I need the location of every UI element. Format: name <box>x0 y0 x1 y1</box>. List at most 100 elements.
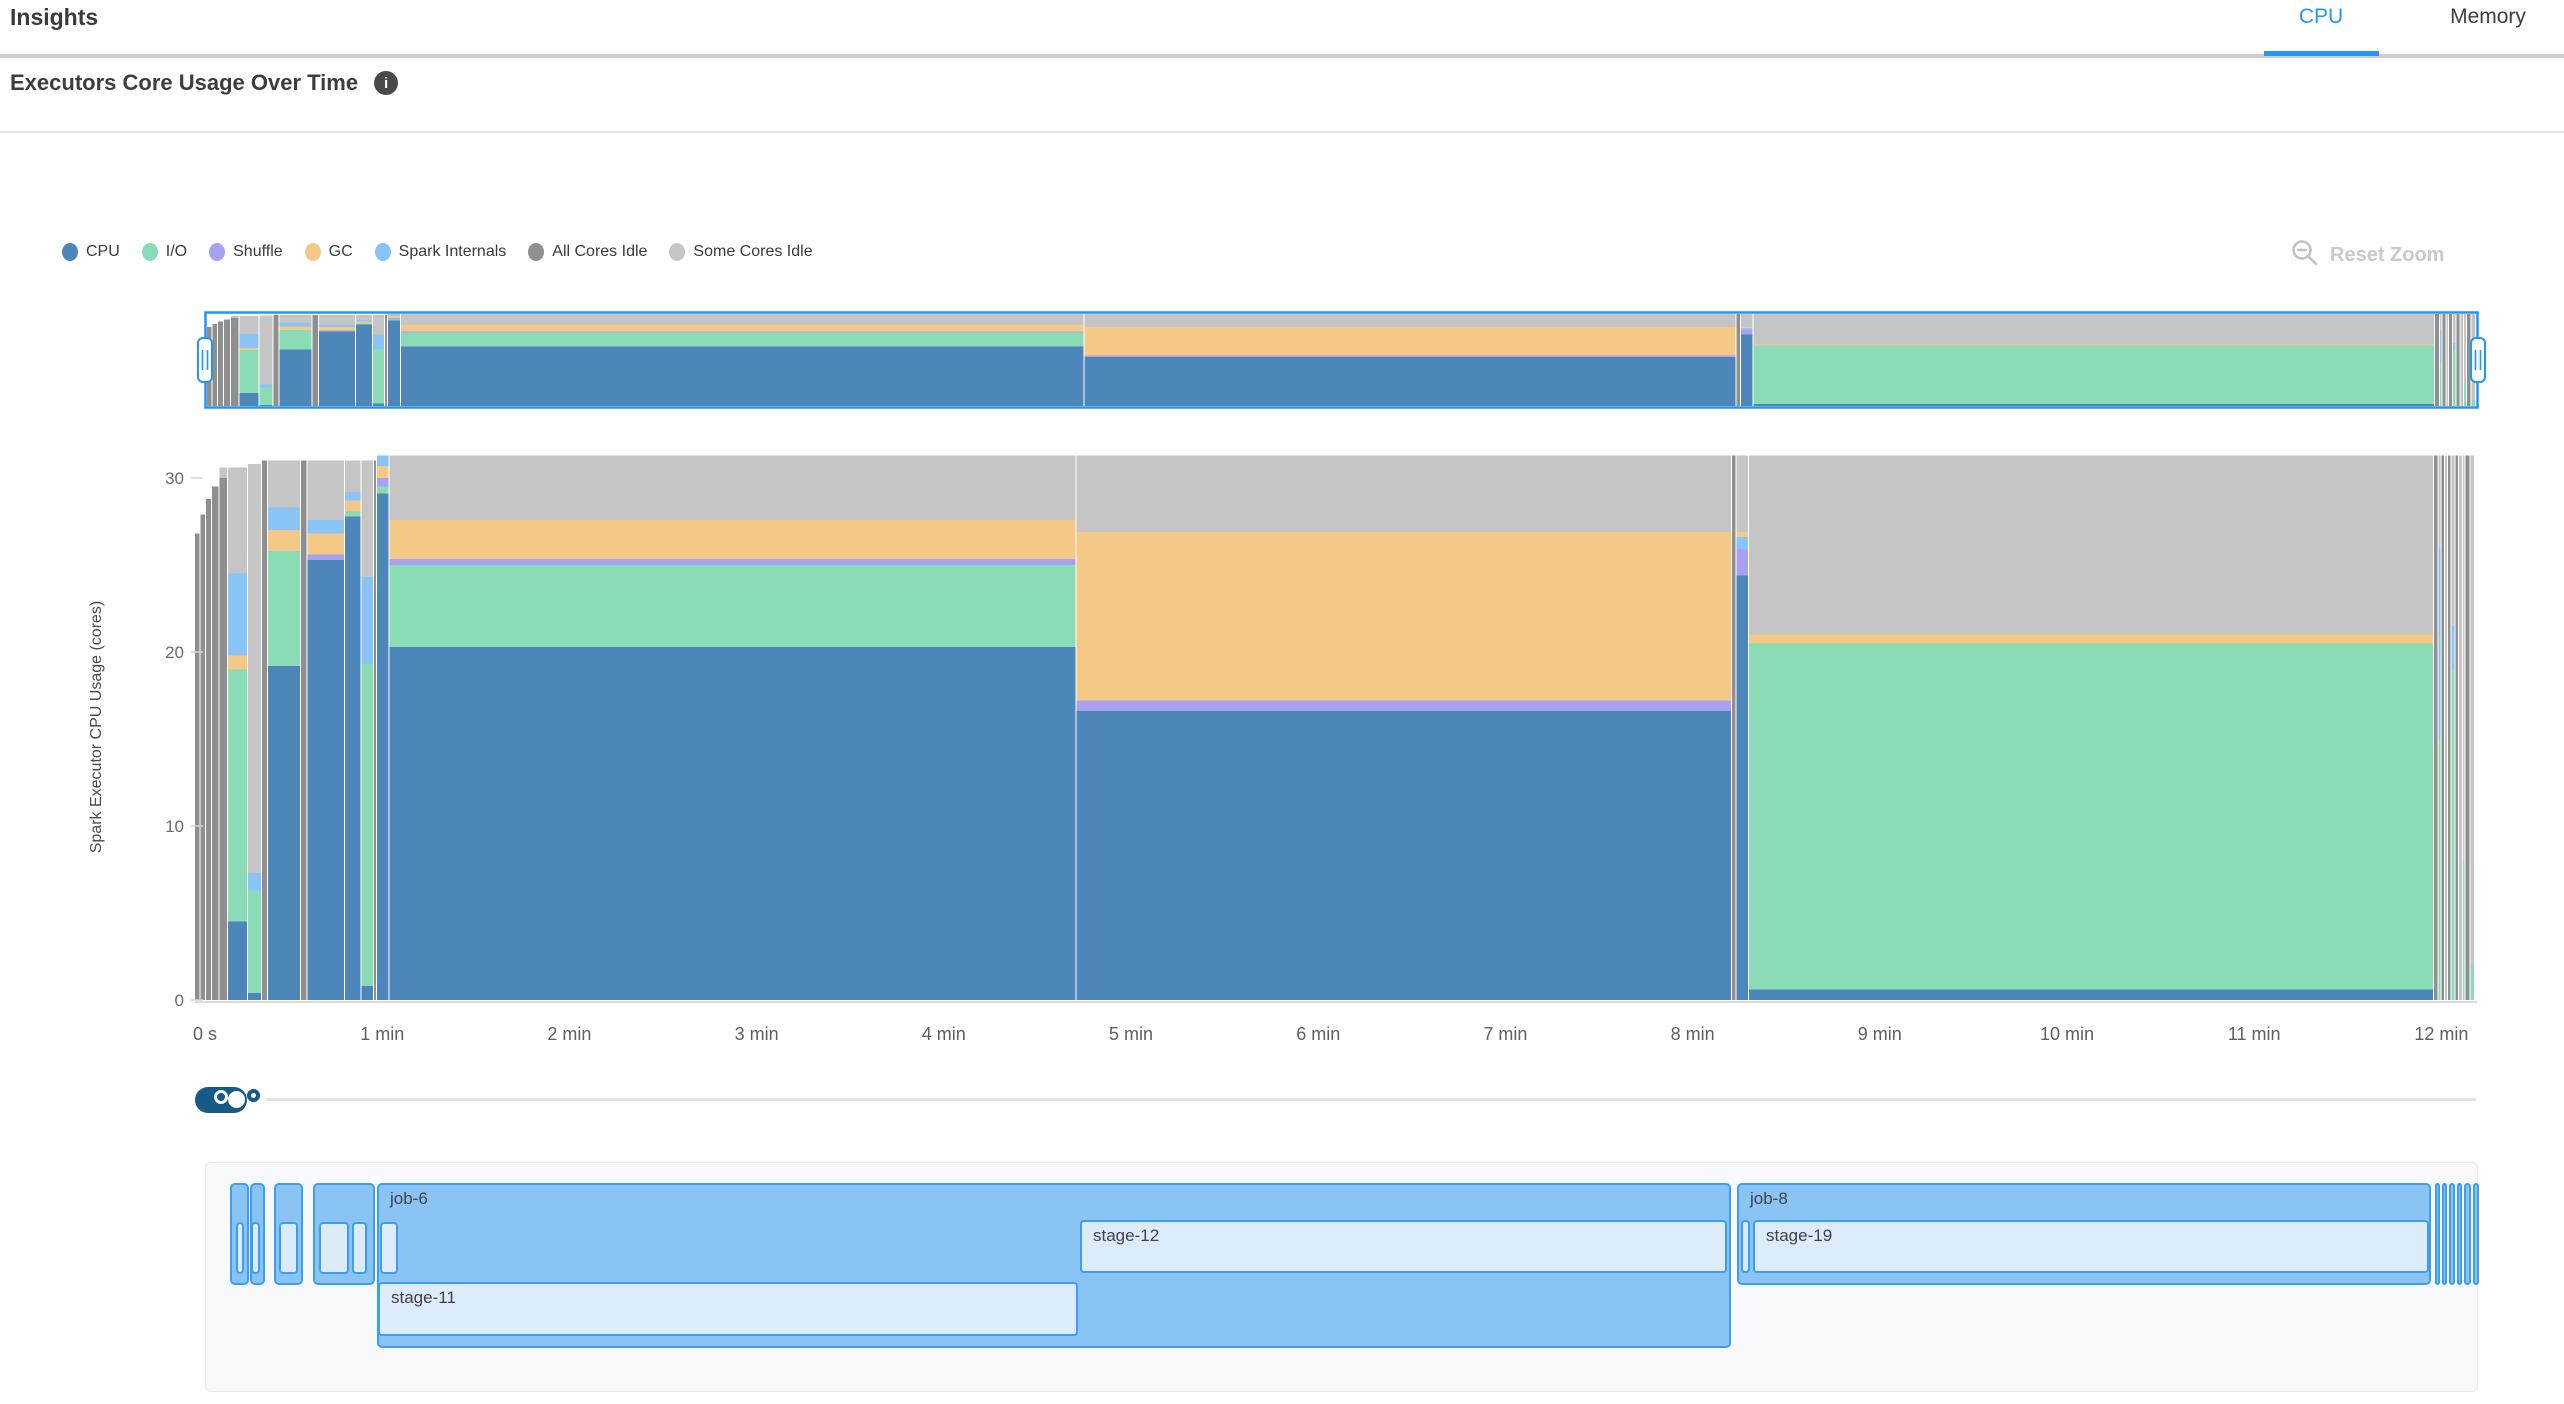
area-segment-internals <box>361 577 373 665</box>
area-segment-internals <box>376 455 389 466</box>
area-segment-some_idle <box>2452 313 2456 343</box>
legend-item-shuffle[interactable]: Shuffle <box>209 243 283 261</box>
info-icon[interactable]: i <box>374 71 399 95</box>
job-bar[interactable] <box>2442 1183 2447 1285</box>
job-bar-label: job-6 <box>390 1189 428 1208</box>
area-segment-io <box>1748 643 2433 990</box>
area-segment-gc <box>388 315 400 318</box>
stage-bar[interactable] <box>279 1222 298 1274</box>
tab-cpu[interactable]: CPU <box>2276 5 2366 29</box>
area-segment-internals <box>356 320 372 322</box>
area-segment-all_idle <box>2447 455 2451 1000</box>
legend-item-all_idle[interactable]: All Cores Idle <box>528 243 647 261</box>
area-segment-io <box>259 387 273 405</box>
x-tick-label: 12 min <box>2414 1024 2468 1044</box>
area-segment-shuffle <box>1741 329 1753 335</box>
area-segment-cpu <box>376 493 389 1000</box>
area-segment-cpu <box>361 986 373 1000</box>
area-segment-shuffle <box>318 330 356 332</box>
area-segment-cpu <box>227 921 247 1000</box>
area-segment-cpu <box>388 320 400 406</box>
legend-item-cpu[interactable]: CPU <box>62 243 120 261</box>
brush-handle-left[interactable] <box>197 337 213 383</box>
legend-swatch-icon <box>62 243 78 261</box>
area-segment-io <box>2471 400 2476 406</box>
area-segment-some_idle <box>259 315 273 385</box>
area-segment-internals <box>259 384 273 388</box>
stage-bar[interactable] <box>352 1222 367 1274</box>
stage-bar[interactable] <box>251 1222 260 1274</box>
area-segment-all_idle <box>2456 313 2460 406</box>
area-segment-gc <box>307 533 344 555</box>
legend-label: GC <box>328 243 353 260</box>
area-segment-all_idle <box>312 314 318 406</box>
area-segment-io <box>239 350 259 393</box>
legend-item-internals[interactable]: Spark Internals <box>374 243 506 261</box>
area-segment-all_idle <box>300 460 307 1001</box>
area-segment-some_idle <box>1076 455 1731 532</box>
legend-label: Some Cores Idle <box>693 243 813 260</box>
area-segment-cpu <box>268 665 300 1000</box>
area-segment-some_idle <box>239 316 259 334</box>
stage-bar[interactable] <box>1741 1220 1750 1273</box>
zoom-slider-track[interactable] <box>266 1098 2476 1101</box>
legend-swatch-icon <box>374 243 391 261</box>
zoom-slider-knob[interactable] <box>228 1091 245 1108</box>
area-segment-all_idle <box>2435 313 2439 406</box>
area-segment-cpu <box>400 346 1084 406</box>
stage-bar-stage-19[interactable]: stage-19 <box>1753 1220 2429 1273</box>
navigator-mini-chart[interactable] <box>0 308 2564 414</box>
reset-zoom-button[interactable]: Reset Zoom <box>2290 238 2444 273</box>
area-segment-all_idle <box>231 317 239 406</box>
area-segment-gc <box>268 530 300 552</box>
area-segment-io <box>2451 669 2455 1000</box>
area-segment-cpu <box>239 392 259 406</box>
x-tick-label: 7 min <box>1483 1024 1527 1044</box>
area-segment-some_idle <box>2462 455 2465 861</box>
area-segment-cpu <box>1736 575 1748 1000</box>
stage-bar-stage-12[interactable]: stage-12 <box>1080 1220 1727 1273</box>
job-bar[interactable] <box>2435 1183 2440 1285</box>
stage-bar[interactable] <box>380 1222 398 1274</box>
job-bar[interactable] <box>2473 1183 2479 1285</box>
job-bar[interactable] <box>2464 1183 2471 1285</box>
stage-bar-stage-11[interactable]: stage-11 <box>378 1282 1078 1336</box>
cpu-usage-area-chart[interactable]: 0 10 20 30 0 s 1 min 2 min 3 min 4 min 5 min 6 min… <box>0 430 2564 1070</box>
area-segment-internals <box>268 507 300 531</box>
area-segment-all_idle <box>2441 455 2445 1000</box>
job-bar[interactable] <box>2457 1183 2462 1285</box>
zoom-slider-ring-handle[interactable] <box>247 1089 260 1102</box>
tab-memory[interactable]: Memory <box>2428 5 2548 29</box>
legend-item-some_idle[interactable]: Some Cores Idle <box>669 243 813 261</box>
stage-bar[interactable] <box>319 1222 349 1274</box>
area-segment-cpu <box>279 349 312 406</box>
area-segment-internals <box>2439 329 2442 362</box>
stage-bar[interactable] <box>236 1222 244 1274</box>
area-segment-cpu <box>1076 711 1731 1000</box>
brush-handle-right[interactable] <box>2470 337 2486 383</box>
area-segment-io <box>376 486 389 494</box>
job-bar[interactable] <box>2449 1183 2455 1285</box>
area-segment-all_idle <box>1736 313 1741 406</box>
area-segment-cpu <box>247 993 262 1000</box>
section-title: Executors Core Usage Over Time i <box>10 70 399 96</box>
area-segment-all_idle <box>195 533 200 1000</box>
legend-label: I/O <box>165 243 188 260</box>
x-tick-label: 11 min <box>2228 1024 2281 1044</box>
area-segment-gc <box>376 465 389 478</box>
area-segment-io <box>1753 345 2435 405</box>
area-segment-io <box>2438 739 2441 1000</box>
area-segment-all_idle <box>1731 455 1736 1000</box>
area-segment-all_idle <box>218 321 223 406</box>
area-segment-internals <box>2451 625 2455 670</box>
area-segment-shuffle <box>376 478 389 487</box>
area-segment-all_idle <box>2466 313 2471 406</box>
legend-item-io[interactable]: I/O <box>141 243 188 261</box>
y-tick-label: 0 <box>175 991 184 1010</box>
legend-item-gc[interactable]: GC <box>304 243 353 261</box>
legend-label: All Cores Idle <box>552 243 648 260</box>
area-segment-cpu <box>1748 989 2433 1000</box>
area-segment-gc <box>400 324 1084 332</box>
area-segment-some_idle <box>361 460 373 578</box>
area-segment-cpu <box>356 324 372 406</box>
